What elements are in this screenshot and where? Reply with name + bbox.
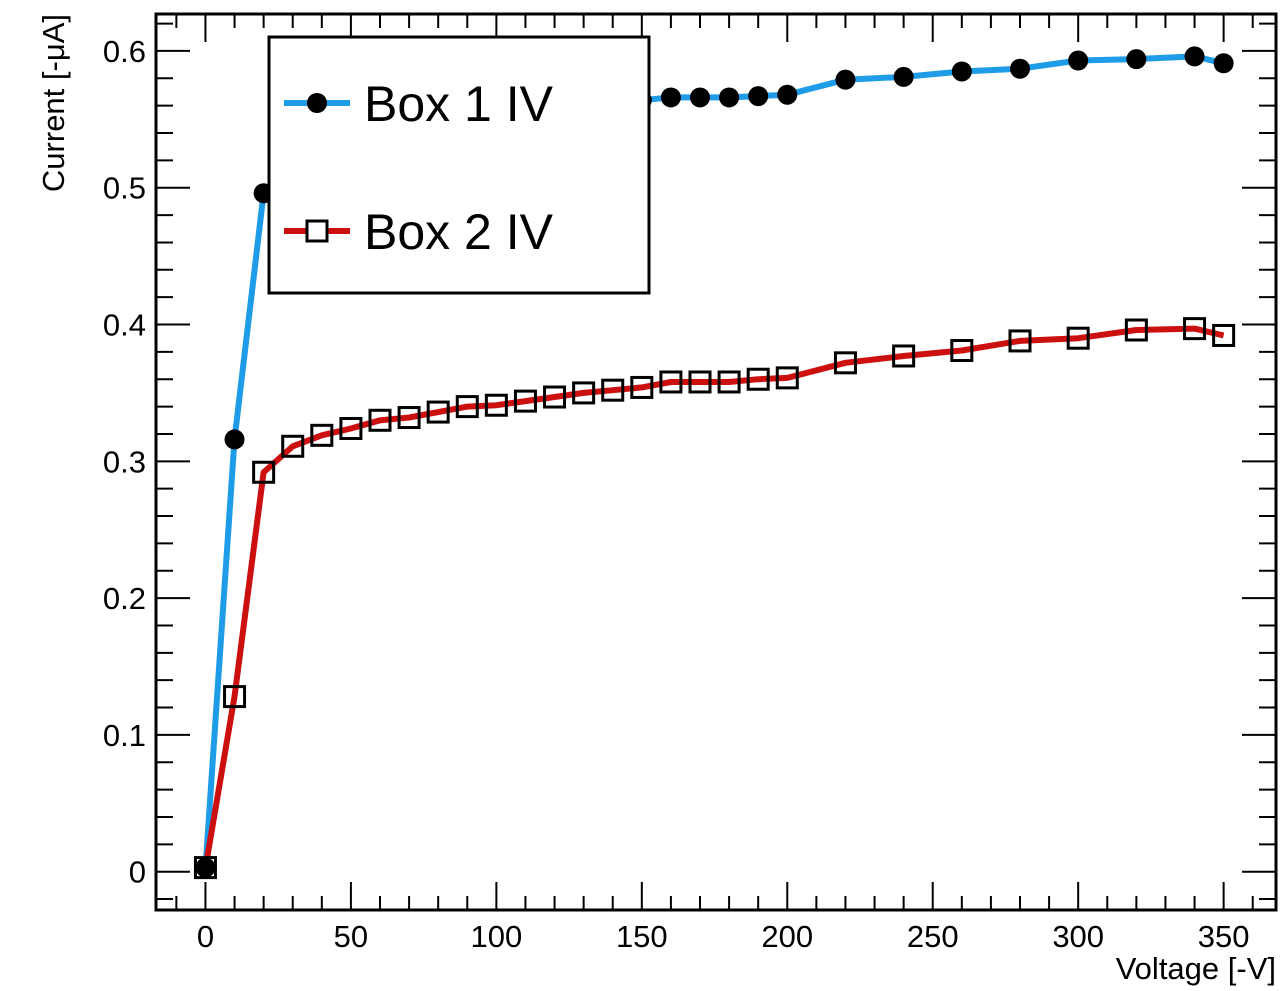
series-1-point <box>660 87 681 108</box>
series-1-point <box>195 857 216 878</box>
series-1-point <box>835 69 856 90</box>
series-2-point <box>1066 326 1090 350</box>
legend-label-box2: Box 2 IV <box>364 204 554 260</box>
x-tick-label: 250 <box>907 919 959 954</box>
series-2-point <box>1124 318 1148 342</box>
series-2-point <box>513 389 537 413</box>
legend-box <box>267 35 651 295</box>
series-2-point <box>601 378 625 402</box>
series-2-point <box>717 370 741 394</box>
series-2-point <box>950 339 974 363</box>
series-2-point <box>397 406 421 430</box>
x-tick-label: 150 <box>616 919 668 954</box>
series-2-point <box>223 685 247 709</box>
series-1-point <box>1010 58 1030 79</box>
series-1-point <box>777 84 798 105</box>
x-tick-label: 100 <box>470 919 522 954</box>
series-2-point <box>775 366 799 390</box>
series-2-point <box>281 434 305 458</box>
x-axis-title: Voltage [-V] <box>1116 951 1276 986</box>
series-2-point <box>426 400 450 424</box>
series-2-point <box>339 416 363 440</box>
axis-ticks <box>156 14 1276 910</box>
legend: Box 1 IV Box 2 IV <box>267 35 651 295</box>
series-2-point <box>1183 317 1207 341</box>
y-axis-title: Current [-μA] <box>36 14 71 192</box>
series-1-point <box>893 66 914 87</box>
y-tick-label: 0.3 <box>103 444 146 479</box>
series-1-point <box>690 87 710 108</box>
x-tick-label: 200 <box>761 919 813 954</box>
x-tick-label: 50 <box>334 919 368 954</box>
x-tick-label: 0 <box>197 919 214 954</box>
series-2-point <box>892 344 916 368</box>
series-1-point <box>1213 53 1234 74</box>
y-tick-label: 0.4 <box>103 308 146 343</box>
legend-label-box1: Box 1 IV <box>364 76 554 132</box>
series-2-point <box>252 460 276 484</box>
series-2-point <box>746 367 770 391</box>
series-2-point <box>543 385 567 409</box>
series-line-2 <box>202 325 1225 869</box>
y-tick-label: 0.6 <box>103 34 146 69</box>
series-1-point <box>1184 46 1205 67</box>
series-2-point <box>1212 323 1236 347</box>
series-1-point <box>719 87 740 108</box>
series-2-point <box>659 370 683 394</box>
y-tick-label: 0.1 <box>103 718 146 753</box>
legend-marker-box2 <box>305 219 329 243</box>
series-2-point <box>310 423 334 447</box>
series-2-point <box>1008 329 1032 353</box>
series-2-point <box>484 393 508 417</box>
y-tick-label: 0.2 <box>103 581 146 616</box>
series-2-point <box>833 351 857 375</box>
series-1-point <box>224 429 245 450</box>
series-1-point <box>1068 50 1089 71</box>
series-2-point <box>368 408 392 432</box>
series-2-point <box>630 375 654 399</box>
series-1-point <box>1126 49 1147 70</box>
series-1-point <box>748 86 769 107</box>
series-2-point <box>455 395 479 419</box>
series-2-point <box>572 381 596 405</box>
x-tick-label: 350 <box>1198 919 1250 954</box>
y-tick-label: 0.5 <box>103 171 146 206</box>
legend-marker-box1 <box>307 93 327 113</box>
y-tick-label: 0 <box>129 855 146 890</box>
axis-tick-labels: 0 50 100 150 200 250 300 350 0 0.1 0.2 0.3 0.4 0.5 0.6 <box>103 34 1250 954</box>
series-2-point <box>193 856 217 880</box>
series-2-point <box>688 370 712 394</box>
x-tick-label: 300 <box>1052 919 1104 954</box>
series-1-point <box>951 61 972 82</box>
